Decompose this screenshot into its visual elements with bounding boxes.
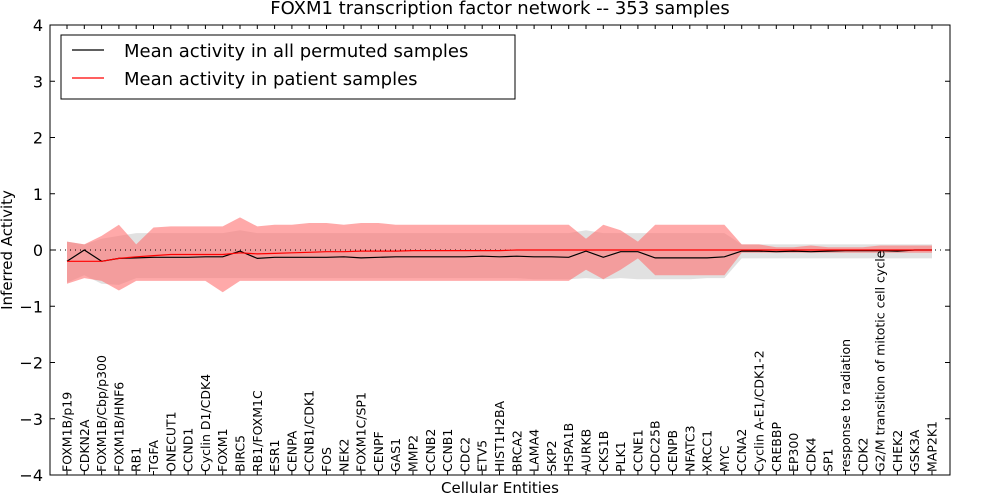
x-tick-label: ESR1 [267,440,282,472]
line-series-1 [67,249,932,262]
x-tick-label: response to radiation [838,339,853,472]
legend-box [60,34,516,100]
y-axis: 4 3 2 1 0 −1 −2 −3 −4 [19,16,950,485]
x-tick-label: NEK2 [336,439,351,472]
x-tick-label: RB1/FOXM1C [250,390,265,472]
x-tick-label: CCNB2 [423,429,438,472]
y-tick-label: −1 [19,297,43,316]
x-tick-label: Cyclin D1/CDK4 [198,374,213,472]
y-tick-label: 1 [33,185,43,204]
confidence-bands [67,217,932,293]
x-tick-label: MMP2 [406,435,421,472]
x-tick-label: Cyclin A-E1/CDK1-2 [752,350,767,472]
x-tick-label: TGFA [146,440,161,473]
y-tick-label: −3 [19,410,43,429]
x-tick-label: HIST1H2BA [492,400,507,472]
x-tick-label: G2/M transition of mitotic cell cycle [873,250,888,472]
x-tick-label: ONECUT1 [163,411,178,472]
y-tick-label: −4 [19,466,43,485]
x-tick-label: CDK4 [803,437,818,472]
y-tick-label: 3 [33,72,43,91]
x-tick-label: CENPA [284,430,299,472]
plot-frame [49,24,951,476]
x-axis-label: Cellular Entities [441,479,559,497]
x-tick-label: EP300 [786,433,801,472]
x-tick-label: CDKN2A [77,419,92,472]
x-tick-label: CDC2 [457,437,472,472]
x-tick-label: CCNB1 [440,429,455,472]
y-tick-label: −2 [19,354,43,373]
y-axis-label: Inferred Activity [0,190,16,310]
x-tick-label: CENPF [371,431,386,472]
x-tick-label: CDK2 [855,437,870,472]
x-tick-label: FOXM1 [215,428,230,472]
x-tick-label: AURKB [579,429,594,472]
y-tick-label: 4 [33,16,43,35]
legend-label-permuted: Mean activity in all permuted samples [124,41,468,62]
x-tick-label: FOXM1C/SP1 [354,392,369,472]
x-tick-label: NFATC3 [682,425,697,472]
x-tick-label: CCNA2 [734,429,749,472]
x-tick-label: CKS1B [596,431,611,472]
x-tick-label: MAP2K1 [925,421,940,472]
x-tick-label: RB1 [129,447,144,472]
x-tick-label: FOXM1B/Cbp/p300 [94,355,109,472]
x-tick-label: FOXM1B/p19 [60,392,75,472]
x-tick-label: GSK3A [907,429,922,472]
x-tick-label: CENPB [665,430,680,472]
x-tick-label: FOS [319,447,334,472]
x-tick-label: CDC25B [648,420,663,472]
legend: Mean activity in all permuted samples Me… [60,34,516,100]
x-tick-label: CCNE1 [630,429,645,472]
band-series-1 [67,217,932,293]
x-tick-label: SP1 [821,449,836,472]
x-tick-label: XRCC1 [700,430,715,472]
x-axis: FOXM1B/p19 CDKN2A FOXM1B/Cbp/p300 FOXM1B/HN… [60,25,940,475]
x-tick-label: GAS1 [388,438,403,472]
x-tick-label: MYC [717,445,732,472]
series-lines [66,249,932,262]
y-tick-label: 2 [33,129,43,148]
x-tick-label: CCND1 [181,428,196,472]
x-tick-label: CCNB1/CDK1 [302,390,317,472]
x-tick-label: PLK1 [613,441,628,472]
x-tick-label: CREBBP [769,422,784,472]
x-tick-label: LAMA4 [527,429,542,472]
chart-title: FOXM1 transcription factor network -- 35… [270,0,730,19]
x-tick-label: FOXM1B/HNF6 [111,382,126,472]
line-series-0 [66,249,932,262]
x-tick-label: BRCA2 [509,430,524,472]
x-tick-label: CHEK2 [890,430,905,472]
x-tick-label: SKP2 [544,440,559,472]
x-tick-label: HSPA1B [561,423,576,472]
legend-label-patient: Mean activity in patient samples [124,69,418,90]
x-tick-label: BIRC5 [233,435,248,472]
y-tick-label: 0 [33,241,43,260]
x-tick-label: ETV5 [475,440,490,472]
